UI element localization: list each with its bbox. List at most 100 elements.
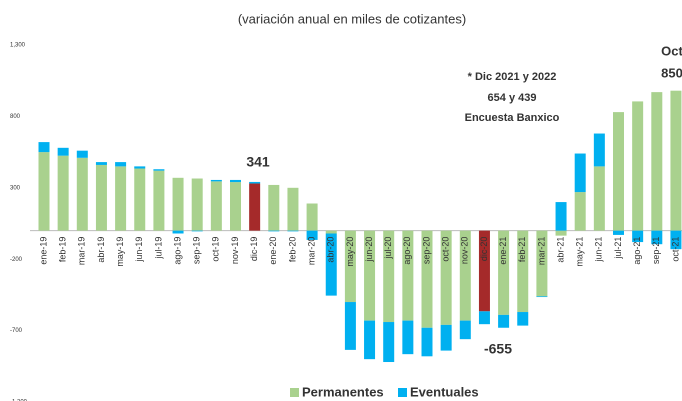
x-tick-label: ene-21 (498, 237, 508, 265)
bar (38, 152, 50, 231)
x-tick-label: sep-21 (651, 237, 661, 265)
x-tick-label: oct-20 (441, 237, 451, 262)
annotation: 654 y 439 (488, 92, 537, 104)
bar (191, 178, 203, 231)
x-tick-label: ene-20 (268, 237, 278, 265)
bar (402, 230, 414, 321)
bar (172, 230, 184, 234)
annotation: -655 (484, 341, 512, 357)
x-tick-label: feb-21 (517, 237, 527, 263)
bar (632, 230, 644, 243)
bar (306, 230, 318, 240)
x-tick-label: ago-21 (632, 237, 642, 265)
annotation: Encuesta Banxico (465, 112, 560, 124)
bar (115, 166, 127, 231)
bar (325, 233, 337, 296)
bar (344, 230, 356, 303)
bar (57, 147, 69, 156)
x-tick-label: abr-19 (96, 237, 106, 263)
bar (95, 164, 107, 231)
bar (440, 324, 452, 351)
x-tick-label: jul-19 (153, 237, 163, 260)
bar (364, 320, 376, 360)
legend-label: Permanentes (302, 384, 384, 399)
bar (230, 179, 241, 183)
bar (153, 169, 165, 171)
x-tick-label: sep-19 (192, 237, 202, 265)
bar (134, 168, 146, 231)
bar (153, 170, 165, 231)
bar (383, 322, 395, 363)
bar (191, 230, 203, 232)
bar (670, 230, 682, 250)
x-tick-label: dic-20 (479, 237, 489, 262)
y-tick-label: 800 (10, 114, 21, 120)
bar (306, 203, 318, 231)
bar (38, 142, 50, 153)
bar (76, 150, 88, 158)
bar (364, 230, 376, 321)
annotation: Oct (661, 43, 682, 58)
x-tick-label: jul-21 (613, 237, 623, 260)
x-tick-label: may-21 (575, 237, 585, 267)
bar (498, 230, 510, 315)
bar (230, 182, 241, 231)
x-tick-label: nov-19 (230, 237, 240, 265)
bar (249, 181, 261, 184)
x-tick-label: jul-20 (383, 237, 393, 260)
bar (421, 230, 433, 328)
bar (613, 230, 624, 235)
y-tick-label: 1,300 (10, 43, 26, 49)
bar (574, 192, 586, 231)
bar (536, 296, 548, 298)
legend-swatch (398, 388, 407, 397)
bar (593, 133, 605, 167)
x-tick-label: ene-19 (38, 237, 48, 265)
y-tick-label: 300 (10, 185, 21, 191)
bar (440, 230, 452, 325)
x-tick-label: feb-20 (287, 237, 297, 263)
bar (421, 327, 433, 357)
bar (268, 184, 280, 231)
bar (593, 166, 605, 231)
x-tick-label: jun-20 (364, 237, 374, 263)
x-tick-label: abr-21 (555, 237, 565, 263)
bar (536, 230, 548, 297)
bar (613, 112, 624, 231)
bar (383, 230, 395, 323)
bar (325, 230, 337, 234)
legend-swatch (290, 388, 299, 397)
y-tick-label: -1,200 (10, 400, 28, 401)
bar (95, 162, 107, 165)
bar (574, 153, 586, 193)
bar (57, 155, 69, 231)
bar (459, 320, 471, 340)
x-tick-label: oct-19 (211, 237, 221, 262)
x-tick-label: nov-20 (460, 237, 470, 265)
bar (670, 90, 682, 231)
bar (517, 230, 529, 313)
x-tick-label: abr-20 (326, 237, 336, 263)
bar (498, 314, 510, 328)
bar (172, 177, 184, 231)
bar (555, 202, 567, 231)
chart-title: (variación anual en miles de cotizantes) (238, 11, 466, 26)
bar (555, 230, 567, 236)
x-tick-label: mar-20 (306, 237, 316, 266)
annotation: 341 (246, 154, 270, 170)
x-tick-label: dic-19 (249, 237, 259, 262)
x-tick-label: sep-20 (421, 237, 431, 265)
bar (287, 230, 299, 232)
x-tick-label: mar-19 (77, 237, 87, 266)
x-tick-label: jun-19 (134, 237, 144, 263)
bar (651, 92, 663, 231)
annotation: 850 (661, 65, 682, 80)
bar (134, 166, 146, 169)
x-tick-label: ago-20 (402, 237, 412, 265)
bar (459, 230, 471, 321)
x-tick-label: mar-21 (536, 237, 546, 266)
bar (478, 311, 490, 325)
bar (344, 302, 356, 350)
bar (632, 101, 644, 231)
